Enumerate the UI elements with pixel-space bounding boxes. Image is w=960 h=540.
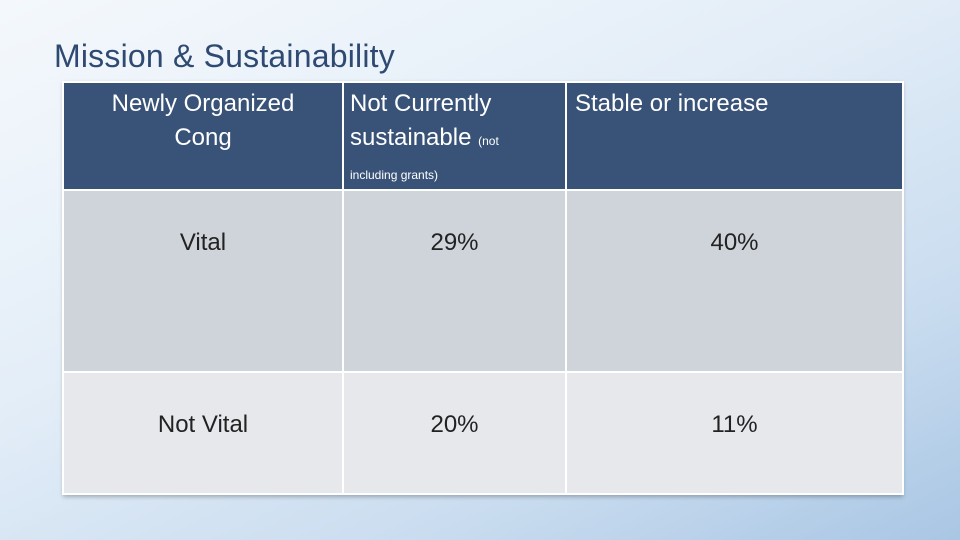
cell-vital-stable: 40%	[565, 189, 904, 373]
header-not-sustainable-note-b: including grants)	[350, 168, 439, 182]
table-row: Not Vital 20% 11%	[62, 371, 904, 495]
table-body: Vital 29% 40% Not Vital 20% 11%	[62, 189, 904, 495]
header-newly-organized-line1: Newly Organized	[111, 90, 295, 117]
table-grid: Newly Organized Cong Not Currently susta…	[62, 81, 904, 495]
header-newly-organized: Newly Organized Cong	[62, 81, 344, 191]
header-not-sustainable: Not Currently sustainable (not including…	[342, 81, 567, 191]
header-stable-or-increase: Stable or increase	[565, 81, 904, 191]
row-label-vital: Vital	[62, 189, 344, 373]
cell-vital-not-sustainable: 29%	[342, 189, 567, 373]
cell-not-vital-not-sustainable: 20%	[342, 371, 567, 495]
table-header: Newly Organized Cong Not Currently susta…	[62, 81, 904, 191]
cell-not-vital-stable: 11%	[565, 371, 904, 495]
header-not-sustainable-line2: sustainable	[350, 124, 472, 151]
slide-title: Mission & Sustainability	[54, 38, 395, 74]
row-label-not-vital: Not Vital	[62, 371, 344, 495]
header-not-sustainable-line1: Not Currently	[350, 90, 492, 117]
data-table: Newly Organized Cong Not Currently susta…	[62, 81, 904, 495]
header-row: Newly Organized Cong Not Currently susta…	[62, 81, 904, 191]
header-newly-organized-line2: Cong	[174, 124, 232, 151]
table-row: Vital 29% 40%	[62, 189, 904, 373]
header-not-sustainable-note-a: (not	[478, 134, 499, 148]
